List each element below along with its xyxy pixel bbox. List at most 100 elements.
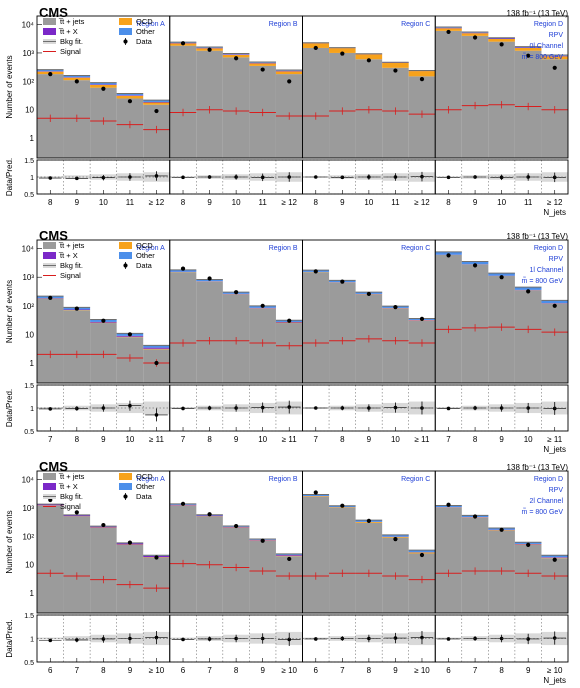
ratio-point xyxy=(260,175,265,180)
legend-swatch xyxy=(43,483,56,490)
data-point xyxy=(207,276,212,281)
ratio-point xyxy=(154,413,159,417)
legend-label: Bkg fit. xyxy=(60,37,83,46)
y-tick-label: 1 xyxy=(30,589,35,598)
data-point xyxy=(419,77,425,82)
ratio-point xyxy=(552,406,557,411)
stack-bar-1 xyxy=(435,30,462,159)
region-3: 7 8 9 10 ≥ 11 Region C xyxy=(302,239,436,444)
data-point xyxy=(260,303,265,308)
lumi-label: 138 fb⁻¹ (13 TeV) xyxy=(507,463,569,472)
legend-swatch xyxy=(119,28,132,35)
data-point xyxy=(180,41,186,46)
chart-panel-3: CMS 138 fb⁻¹ (13 TeV) Number of events Data… xyxy=(5,459,569,685)
ratio-point xyxy=(499,406,504,410)
data-point xyxy=(552,557,557,562)
y-tick-label: 10 xyxy=(25,106,34,115)
stack-bar-1 xyxy=(408,320,436,383)
data-point xyxy=(74,79,79,84)
x-tick-label: 9 xyxy=(260,666,265,675)
y-tick-label: 1 xyxy=(30,134,35,143)
data-point xyxy=(472,514,478,519)
data-point xyxy=(552,303,557,308)
x-tick-label: ≥ 11 xyxy=(547,435,562,444)
ratio-point xyxy=(393,175,398,179)
stack-bar-1 xyxy=(382,308,409,383)
legend-label: QCD xyxy=(136,472,153,481)
ratio-axis-label: Data/Pred. xyxy=(5,158,14,196)
ratio-axis-label: Data/Pred. xyxy=(5,389,14,427)
x-tick-label: ≥ 11 xyxy=(415,435,430,444)
stack-bar-2 xyxy=(355,54,383,60)
x-tick-label: 7 xyxy=(75,666,80,675)
x-tick-label: ≥ 10 xyxy=(281,666,297,675)
data-point xyxy=(180,501,186,506)
annotation-label: m̃ = 800 GeV xyxy=(522,53,564,61)
ratio-point xyxy=(552,175,557,180)
region-1: 8 9 10 11 ≥ 12 Region A xyxy=(36,15,171,207)
data-point xyxy=(287,318,292,323)
stack-bar-1 xyxy=(355,522,383,613)
x-tick-label: 8 xyxy=(48,198,53,207)
ratio-point xyxy=(260,636,265,641)
stack-bar-1 xyxy=(37,505,64,613)
x-tick-label: 7 xyxy=(48,435,53,444)
stack-bar-2 xyxy=(541,56,568,60)
ratio-point xyxy=(393,405,398,410)
ratio-point xyxy=(234,636,238,641)
legend-label: Data xyxy=(136,261,153,270)
data-point xyxy=(499,275,504,280)
x-tick-label: 7 xyxy=(340,666,345,675)
ratio-axis-label: Data/Pred. xyxy=(5,619,14,657)
stack-bar-1 xyxy=(302,47,330,159)
stack-bar-3 xyxy=(275,554,303,556)
ratio-point xyxy=(181,175,185,180)
ratio-point xyxy=(313,175,318,179)
data-point xyxy=(287,79,292,84)
stack-bar-1 xyxy=(435,507,462,613)
data-point xyxy=(499,527,504,532)
ratio-tick-label: 1.5 xyxy=(24,613,34,620)
x-tick-label: ≥ 12 xyxy=(414,198,430,207)
stack-bar-2 xyxy=(302,43,330,48)
x-tick-label: 9 xyxy=(75,198,80,207)
region-frame xyxy=(434,470,569,614)
y-tick-label: 10⁴ xyxy=(22,245,35,254)
y-tick-label: 10³ xyxy=(22,49,34,58)
ratio-point xyxy=(526,406,530,410)
legend-label: Signal xyxy=(60,47,81,56)
data-point xyxy=(340,279,345,284)
data-point xyxy=(234,523,239,529)
stack-bar-1 xyxy=(169,272,197,383)
x-tick-label: 7 xyxy=(181,435,186,444)
x-tick-label: 10 xyxy=(524,435,533,444)
legend-swatch xyxy=(43,18,56,25)
stack-bar-1 xyxy=(302,272,330,383)
region-label: Region B xyxy=(269,245,298,252)
annotation-label: 0l Channel xyxy=(530,43,564,50)
stack-bar-1 xyxy=(196,281,223,383)
data-point xyxy=(393,68,398,73)
x-tick-label: 6 xyxy=(181,666,186,675)
data-point xyxy=(446,502,451,507)
stack-bar-3 xyxy=(541,557,568,558)
x-tick-label: 9 xyxy=(101,435,106,444)
stack-bar-1 xyxy=(169,45,197,159)
data-point xyxy=(234,56,239,61)
legend-label: Other xyxy=(136,251,155,260)
data-point xyxy=(366,518,371,523)
x-tick-label: 9 xyxy=(393,666,398,675)
x-tick-label: 11 xyxy=(126,198,135,207)
stack-bar-4 xyxy=(116,93,144,96)
stack-bar-2 xyxy=(249,63,276,66)
stack-bar-4 xyxy=(408,550,436,553)
stack-bar-4 xyxy=(302,494,330,496)
data-point xyxy=(472,35,478,40)
stack-bar-4 xyxy=(37,69,64,72)
stack-bar-3 xyxy=(514,47,542,48)
stack-bar-1 xyxy=(116,544,144,613)
region-2: 7 8 9 10 ≥ 11 Region B xyxy=(169,239,303,444)
legend-label: Other xyxy=(136,27,155,36)
annotation-label: RPV xyxy=(549,256,564,263)
x-tick-label: 9 xyxy=(207,198,212,207)
